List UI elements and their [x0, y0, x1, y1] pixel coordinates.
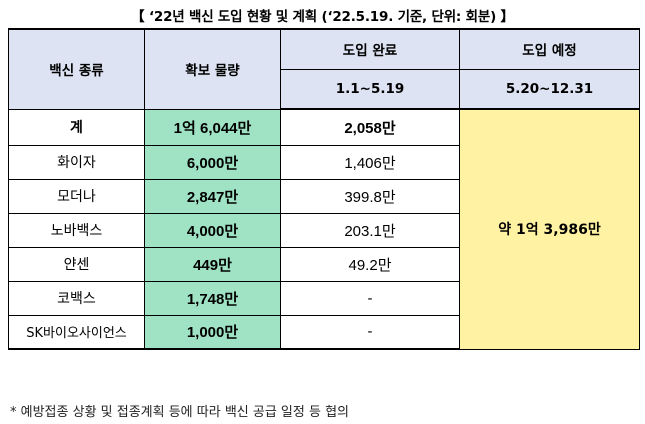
table-title: 【 ‘22년 백신 도입 현황 및 계획 (‘22.5.19. 기준, 단위: …: [131, 9, 514, 25]
row-secured: 1,000만: [144, 314, 281, 350]
header-vaccine-type: 백신 종류: [8, 28, 145, 110]
row-secured: 1,748만: [144, 280, 281, 316]
row-name: 계: [8, 108, 145, 146]
vaccine-table: 백신 종류 확보 물량 도입 완료 도입 예정 1.1~5.19 5.20~12…: [8, 28, 640, 350]
table-row: 모더나 2,847만 399.8만: [8, 178, 640, 214]
row-done: -: [280, 280, 460, 316]
header-planned-period: 5.20~12.31: [459, 68, 640, 110]
row-done: 2,058만: [280, 108, 460, 146]
row-name: 노바백스: [8, 212, 145, 248]
row-done: 1,406만: [280, 144, 460, 180]
row-name: 화이자: [8, 144, 145, 180]
row-secured: 2,847만: [144, 178, 281, 214]
row-secured: 1억 6,044만: [144, 108, 281, 146]
header-introduced-done: 도입 완료: [280, 28, 460, 70]
footnote: * 예방접종 상황 및 접종계획 등에 따라 백신 공급 일정 등 협의: [10, 405, 349, 420]
table-row: SK바이오사이언스 1,000만 -: [8, 314, 640, 350]
row-name: 모더나: [8, 178, 145, 214]
table-row: 노바백스 4,000만 203.1만: [8, 212, 640, 248]
row-secured: 449만: [144, 246, 281, 282]
row-secured: 6,000만: [144, 144, 281, 180]
row-name: 코백스: [8, 280, 145, 316]
row-done: 49.2만: [280, 246, 460, 282]
row-done: 203.1만: [280, 212, 460, 248]
header-secured-amount: 확보 물량: [144, 28, 281, 110]
row-secured: 4,000만: [144, 212, 281, 248]
planned-total: 약 1억 3,986만: [459, 108, 640, 350]
table-row: 코백스 1,748만 -: [8, 280, 640, 316]
row-done: 399.8만: [280, 178, 460, 214]
table-row-total: 계 1억 6,044만 2,058만 약 1억 3,986만: [8, 108, 640, 350]
header-introduce-planned: 도입 예정: [459, 28, 640, 70]
row-name: 얀센: [8, 246, 145, 282]
row-name: SK바이오사이언스: [8, 314, 145, 350]
table-row: 화이자 6,000만 1,406만: [8, 144, 640, 180]
header-introduced-period: 1.1~5.19: [280, 68, 460, 110]
row-done: -: [280, 314, 460, 350]
table-row: 얀센 449만 49.2만: [8, 246, 640, 282]
